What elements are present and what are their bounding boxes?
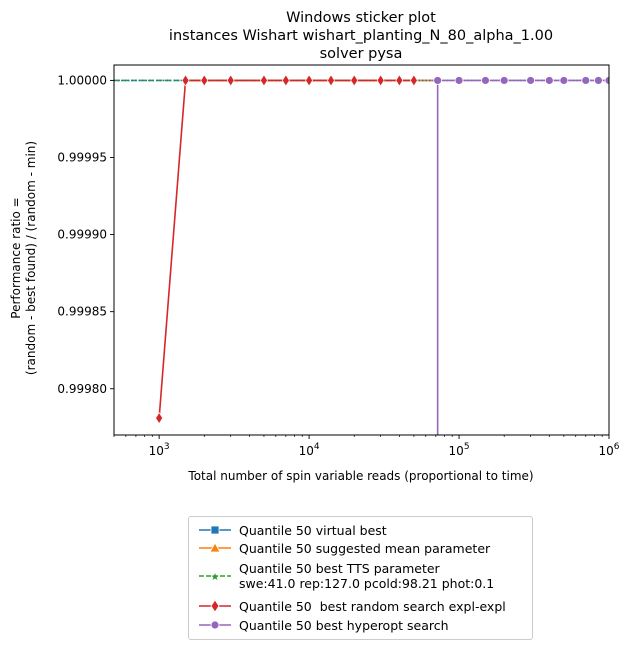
legend-diamond-marker (199, 599, 231, 613)
legend-label: Quantile 50 best random search expl-expl (239, 599, 506, 614)
data-point (526, 76, 535, 85)
legend-item-best-tts: Quantile 50 best TTS parameter swe:41.0 … (197, 561, 494, 591)
legend-item-random-search: Quantile 50 best random search expl-expl (197, 599, 506, 614)
y-tick-label: 0.99980 (57, 382, 107, 396)
data-point (395, 74, 404, 87)
data-point (454, 76, 464, 85)
y-tick-label: 0.99985 (57, 305, 107, 319)
data-point (305, 74, 313, 87)
legend-item-suggested-mean: Quantile 50 suggested mean parameter (197, 541, 490, 556)
legend-label: Quantile 50 suggested mean parameter (239, 541, 491, 556)
chart: Windows sticker plot instances Wishart w… (9, 10, 620, 483)
legend-label: Quantile 50 best TTS parameter swe:41.0 … (239, 561, 495, 591)
series-3 (155, 74, 418, 425)
plot-frame (113, 64, 610, 436)
legend: Quantile 50 virtual best Quantile 50 sug… (188, 516, 533, 640)
data-point (200, 74, 209, 87)
data-point (581, 76, 591, 85)
data-point (594, 76, 603, 85)
y-axis-label-line-1: Performance ratio = (9, 197, 23, 318)
legend-triangle-marker (199, 542, 231, 553)
legend-circle-marker (199, 620, 231, 630)
chart-title-line-2: instances Wishart wishart_planting_N_80_… (169, 28, 553, 44)
data-point (327, 74, 335, 87)
y-tick-label: 0.99995 (57, 151, 107, 165)
data-marks (114, 74, 609, 435)
chart-title-line-1: Windows sticker plot (286, 10, 436, 26)
data-point (376, 74, 385, 87)
y-axis-label-line-2: (random - best found) / (random - min) (24, 141, 38, 375)
legend-star-marker (199, 573, 231, 580)
legend-item-virtual-best: Quantile 50 virtual best (197, 523, 387, 538)
x-tick-label: 104 (299, 442, 320, 458)
y-tick-label: 1.00000 (57, 73, 107, 87)
data-point (260, 74, 268, 87)
series-4 (433, 76, 609, 435)
data-point (350, 74, 359, 87)
data-point (559, 76, 569, 85)
data-point (282, 74, 290, 87)
x-tick-label: 106 (598, 442, 619, 458)
data-point (155, 411, 163, 425)
series-line (436, 79, 609, 435)
data-point (604, 76, 609, 85)
legend-label: Quantile 50 virtual best (239, 523, 387, 538)
data-point (410, 74, 418, 87)
legend-square-marker (199, 525, 231, 535)
x-tick-label: 103 (149, 442, 170, 458)
data-point (499, 76, 509, 85)
data-point (433, 76, 443, 85)
data-point (544, 76, 554, 85)
x-axis-label: Total number of spin variable reads (pro… (187, 469, 533, 483)
data-point (481, 76, 490, 85)
axes: 103 104 105 106 0.99980 0.99985 0.99990 0.99995… (57, 64, 620, 458)
legend-label: Quantile 50 best hyperopt search (239, 618, 449, 633)
data-point (226, 74, 235, 87)
x-tick-label: 105 (449, 442, 470, 458)
series-line (158, 79, 414, 419)
data-point (181, 74, 190, 87)
chart-title-line-3: solver pysa (320, 46, 403, 62)
legend-item-hyperopt: Quantile 50 best hyperopt search (197, 618, 449, 633)
y-tick-label: 0.99990 (57, 228, 107, 242)
